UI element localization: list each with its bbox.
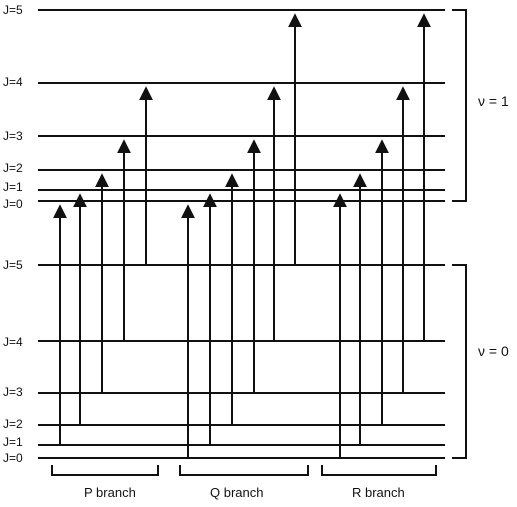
upper-band-label: ν = 1 — [478, 93, 509, 109]
lower-level-label-j3: J=3 — [3, 385, 23, 399]
lower-band-bracket — [452, 264, 467, 459]
lower-band-label: ν = 0 — [478, 343, 509, 359]
lower-level-label-j0: J=0 — [3, 451, 23, 465]
upper-level-label-j3: J=3 — [3, 129, 23, 143]
lower-level-label-j2: J=2 — [3, 417, 23, 431]
q-branch-label: Q branch — [210, 485, 263, 500]
r-branch-bracket — [321, 465, 437, 476]
upper-level-label-j5: J=5 — [3, 3, 23, 17]
q-branch-bracket — [179, 465, 309, 476]
lower-level-label-j5: J=5 — [3, 258, 23, 272]
upper-level-label-j4: J=4 — [3, 75, 23, 89]
p-branch-label: P branch — [84, 485, 136, 500]
upper-band-bracket — [452, 9, 467, 202]
r-branch-label: R branch — [352, 485, 405, 500]
lower-level-label-j1: J=1 — [3, 435, 23, 449]
upper-level-label-j2: J=2 — [3, 161, 23, 175]
upper-level-label-j0: J=0 — [3, 197, 23, 211]
upper-level-label-j1: J=1 — [3, 180, 23, 194]
p-branch-bracket — [51, 465, 159, 476]
lower-level-label-j4: J=4 — [3, 335, 23, 349]
